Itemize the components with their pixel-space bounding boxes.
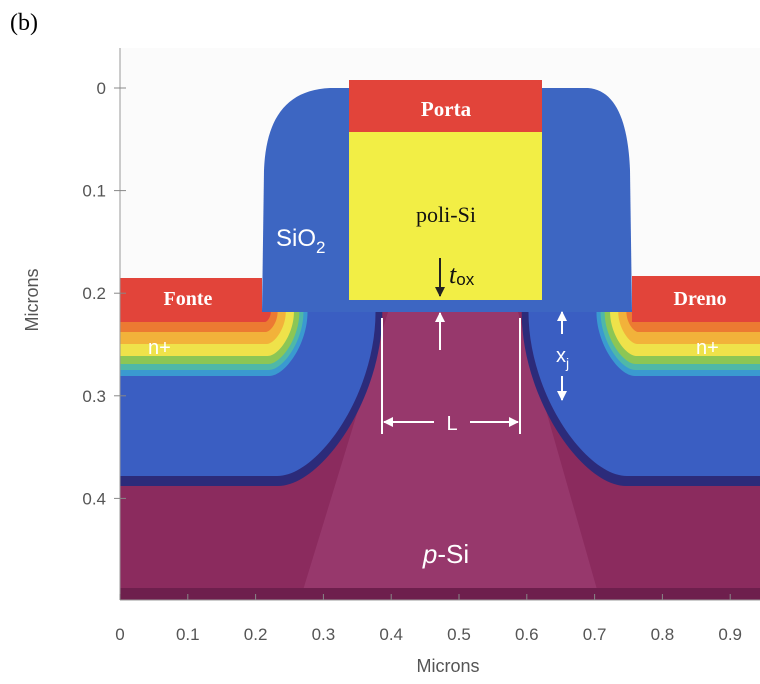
x-tick-label: 0.6 [515, 625, 539, 644]
xj-text: x [556, 345, 566, 367]
substrate-text: -Si [437, 539, 469, 569]
drain-label: Dreno [674, 288, 727, 310]
figure: (b) 0 0.1 0.2 0.3 0.4 0.5 0.6 0.7 0.8 0.9 0 0.1 0.2 0… [0, 0, 760, 684]
gate-label: Porta [421, 97, 472, 121]
y-axis-label: Microns [22, 268, 42, 331]
tox-subscript: ox [456, 270, 474, 289]
drain-doping-label: n+ [696, 337, 719, 359]
cross-section [100, 48, 760, 600]
substrate-label: p-Si [422, 539, 469, 569]
panel-label: (b) [10, 10, 38, 36]
y-tick-label: 0.4 [82, 489, 106, 508]
x-tick-label: 0.8 [651, 625, 675, 644]
channel-length-label: L [446, 413, 457, 435]
substrate-edge [120, 588, 760, 600]
substrate-italic: p [422, 539, 437, 569]
x-tick-label: 0.3 [312, 625, 336, 644]
source-label: Fonte [164, 288, 213, 310]
oxide-text: SiO [276, 225, 316, 252]
x-tick-label: 0.4 [379, 625, 403, 644]
x-tick-label: 0.9 [718, 625, 742, 644]
oxide-subscript: 2 [316, 238, 325, 257]
doping-band [100, 312, 271, 322]
x-tick-label: 0.7 [583, 625, 607, 644]
x-tick-label: 0 [115, 625, 124, 644]
x-axis-label: Microns [416, 656, 479, 676]
gate-material-label: poli-Si [416, 202, 476, 227]
source-doping-label: n+ [148, 337, 171, 359]
y-tick-label: 0.3 [82, 387, 106, 406]
x-tick-label: 0.1 [176, 625, 200, 644]
x-tick-label: 0.5 [447, 625, 471, 644]
y-tick-label: 0.1 [82, 182, 106, 201]
y-tick-label: 0 [97, 79, 106, 98]
x-tick-label: 0.2 [244, 625, 268, 644]
y-tick-label: 0.2 [82, 284, 106, 303]
xj-subscript: j [565, 355, 569, 371]
